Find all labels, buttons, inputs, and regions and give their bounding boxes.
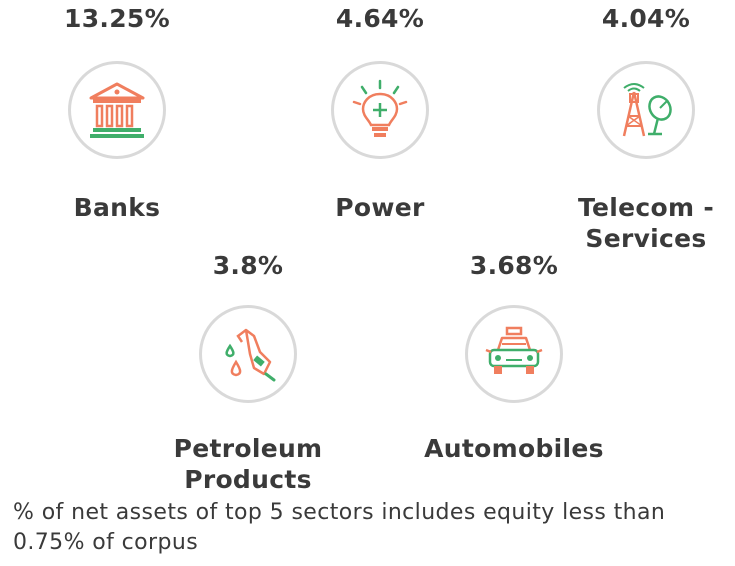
fuel-nozzle-icon — [199, 305, 297, 403]
car-icon — [465, 305, 563, 403]
sector-name: Banks — [73, 193, 161, 222]
sector-banks: 13.25% Banks — [7, 4, 227, 223]
sector-name-line1: Telecom - — [577, 193, 715, 222]
sector-telecom-services: 4.04% Telecom - Services — [536, 4, 735, 254]
sector-name-line1: Petroleum — [173, 434, 323, 463]
sector-petroleum-products: 3.8% Petroleum Products — [138, 251, 358, 495]
sector-power: 4.64% Power — [270, 4, 490, 223]
lightbulb-icon — [331, 61, 429, 159]
telecom-tower-icon — [597, 61, 695, 159]
sector-name-line2: Services — [585, 224, 707, 253]
sector-value: 3.68% — [469, 251, 559, 280]
footnote: % of net assets of top 5 sectors include… — [13, 500, 666, 555]
sector-automobiles: 3.68% Automobiles — [404, 251, 624, 464]
bank-icon — [68, 61, 166, 159]
sector-value: 3.8% — [212, 251, 284, 280]
sector-name: Automobiles — [424, 434, 604, 463]
sector-name: Power — [335, 193, 425, 222]
sector-value: 4.04% — [601, 4, 691, 33]
sector-value: 13.25% — [64, 4, 170, 33]
sector-name-line2: Products — [184, 465, 312, 494]
sector-value: 4.64% — [335, 4, 425, 33]
